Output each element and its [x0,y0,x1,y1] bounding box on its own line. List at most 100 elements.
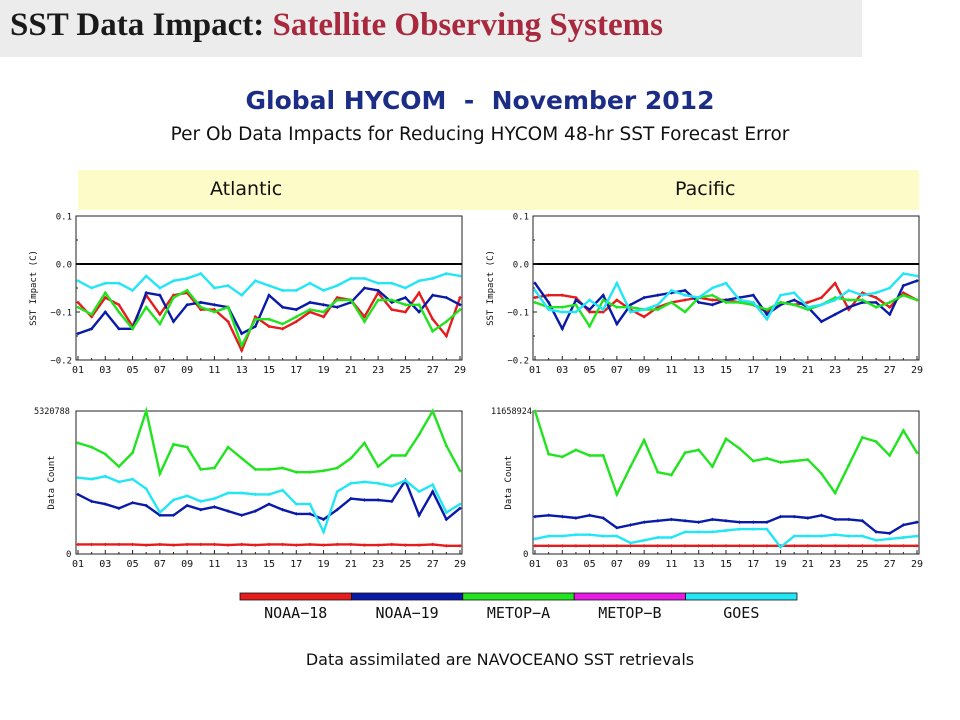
data-point [833,312,837,317]
data-point [335,295,340,300]
data-point [683,288,687,293]
data-point [601,544,606,548]
legend-swatch-noaa-18 [239,592,352,601]
data-point [574,532,578,537]
data-point [546,307,551,312]
data-point [737,527,742,531]
data-point [860,298,865,302]
data-point [710,517,715,522]
data-point [778,460,783,465]
data-point [239,343,244,348]
data-point [887,286,892,290]
data-point [185,445,189,449]
data-point [751,527,756,531]
x-tick-label: 05 [584,365,596,376]
data-point [546,513,551,518]
x-tick-label: 27 [427,365,439,376]
y-tick-label: 0.0 [513,261,529,271]
chart-panel-pacific-impact: 01 03 05 07 09 11 13 15 17 19 21 23 25 27 29 0.1 0.0 −0.1… [486,213,923,377]
data-point [874,291,878,295]
data-point [628,303,633,307]
data-point [846,463,851,468]
data-point [792,298,797,302]
data-point [560,305,565,309]
data-point [615,544,619,548]
data-point [683,310,687,314]
data-point [737,300,742,305]
x-tick-label: 05 [127,559,139,570]
data-point [103,474,108,479]
data-point [253,467,258,472]
data-point [710,544,715,548]
data-point [874,295,878,300]
y-tick-label: 0.1 [56,213,72,223]
data-point [226,445,230,449]
chart-panel-atlantic-impact: 01 03 05 07 09 11 13 15 17 19 21 23 25 27 29 0.1 0.0 −0.1… [29,213,466,377]
data-point [321,543,326,547]
data-point [696,530,701,534]
data-point [89,445,94,449]
data-point [587,453,592,458]
data-point [185,493,189,498]
x-tick-label: 23 [372,365,384,376]
data-point [546,544,551,548]
data-point [212,505,217,509]
chart-panel-atlantic-count: 01 03 05 07 09 11 13 15 17 19 21 23 25 27 29 5320788 0 Da… [34,406,466,570]
data-point [198,542,203,547]
data-point [669,473,674,477]
data-point [601,534,606,538]
data-point [655,293,660,297]
data-point [335,298,340,302]
data-point [185,276,189,281]
data-point [89,477,94,481]
data-point [417,291,421,295]
data-point [417,303,421,307]
data-point [751,520,756,524]
data-point [765,312,769,317]
data-point [417,310,421,314]
x-tick-label: 15 [720,365,732,376]
x-tick-label: 09 [181,559,193,570]
data-point [765,520,769,524]
data-point [117,281,121,285]
data-point [308,300,312,305]
x-tick-label: 11 [665,365,677,376]
data-point [103,310,108,314]
x-tick-label: 15 [263,365,275,376]
y-tick-label: −0.1 [50,309,72,319]
data-point [349,481,353,486]
data-point [587,324,592,329]
data-point [267,502,271,506]
data-point [185,542,189,547]
data-point [158,312,162,317]
data-point [587,513,592,518]
data-point [765,456,769,461]
data-point [915,279,919,283]
data-point [792,459,797,463]
data-point [321,517,326,522]
x-tick-label: 07 [611,365,623,376]
data-point [294,288,299,293]
data-point [874,530,878,534]
data-point [76,492,80,497]
data-point [724,281,728,285]
data-point [901,283,906,288]
data-point [239,491,244,495]
data-point [560,310,565,314]
data-point [833,544,837,548]
data-point [89,542,94,547]
data-point [444,271,449,276]
data-point [76,475,80,480]
data-point [158,471,162,476]
data-point [874,300,878,305]
data-point [574,448,578,452]
data-point [601,307,606,312]
data-point [294,502,299,506]
x-tick-label: 17 [747,365,759,376]
data-point [833,517,837,522]
data-point [792,291,797,295]
data-point [887,537,892,541]
legend-label-metop-a: METOP−A [487,604,550,622]
data-point [158,510,162,515]
data-point [655,470,660,474]
